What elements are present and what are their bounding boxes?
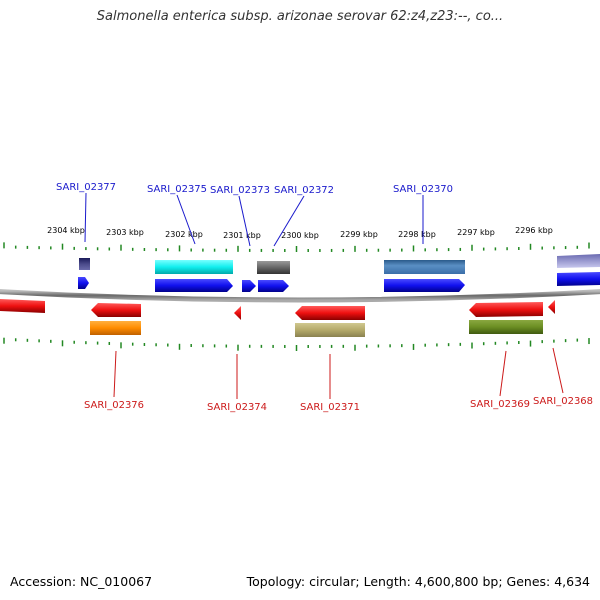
gene-label[interactable]: SARI_02373 [210,185,270,196]
gene-arrow-reverse[interactable] [548,300,555,314]
kbp-label: 2303 kbp [106,228,144,237]
gene-label[interactable]: SARI_02370 [393,184,453,195]
leader-line [113,350,117,398]
gene-label[interactable]: SARI_02368 [533,396,593,407]
gene-label[interactable]: SARI_02372 [274,185,334,196]
feature-box[interactable] [79,258,90,270]
feature-box[interactable] [384,260,465,274]
kbp-label: 2304 kbp [47,226,85,235]
gene-arrow-reverse[interactable] [295,306,365,320]
gene-arrow-reverse[interactable] [469,302,543,317]
feature-box[interactable] [257,261,290,274]
gene-label[interactable]: SARI_02371 [300,402,360,413]
kbp-scale: 2304 kbp 2303 kbp 2302 kbp 2301 kbp 2300… [47,226,553,240]
gene-arrow-forward[interactable] [78,277,89,289]
kbp-label: 2299 kbp [340,230,378,239]
leader-line [499,350,507,397]
gene-arrow-forward[interactable] [557,272,600,286]
leader-line [84,192,87,243]
gene-arrow-reverse[interactable] [0,299,45,313]
gene-arrow-forward[interactable] [384,279,465,292]
feature-box[interactable] [90,321,141,335]
gene-label[interactable]: SARI_02376 [84,400,144,411]
reverse-gene-labels: SARI_02376 SARI_02374 SARI_02371 SARI_02… [84,347,593,413]
kbp-label: 2298 kbp [398,230,436,239]
gene-arrow-forward[interactable] [242,280,256,292]
gene-label[interactable]: SARI_02369 [470,399,530,410]
gene-label[interactable]: SARI_02377 [56,182,116,193]
kbp-label: 2296 kbp [515,226,553,235]
kbp-label: 2300 kbp [281,231,319,240]
accession-text: Accession: NC_010067 [10,574,153,589]
kbp-label: 2297 kbp [457,228,495,237]
gene-arrow-reverse[interactable] [234,306,241,320]
gene-arrow-reverse[interactable] [91,303,141,317]
feature-box[interactable] [155,260,233,274]
top-tick-scale [3,242,590,252]
feature-box[interactable] [469,320,543,334]
reverse-strand-genes [0,299,555,320]
gene-arrow-forward[interactable] [258,280,289,292]
kbp-label: 2301 kbp [223,231,261,240]
kbp-label: 2302 kbp [165,230,203,239]
feature-box[interactable] [295,323,365,337]
map-title: Salmonella enterica subsp. arizonae sero… [96,9,504,24]
feature-box[interactable] [557,254,600,268]
forward-feature-track [79,254,600,274]
gene-label[interactable]: SARI_02375 [147,184,207,195]
gene-arrow-forward[interactable] [155,279,233,292]
genome-stats-text: Topology: circular; Length: 4,600,800 bp… [246,574,590,589]
forward-gene-labels: SARI_02377 SARI_02375 SARI_02373 SARI_02… [56,182,453,247]
leader-line [273,195,305,247]
reverse-feature-track [90,320,543,337]
leader-line [176,194,196,245]
forward-strand-genes [78,272,600,292]
leader-line [552,347,564,394]
genome-backbone [0,289,600,303]
bottom-tick-scale [3,337,590,351]
leader-line [238,195,251,247]
gene-label[interactable]: SARI_02374 [207,402,267,413]
